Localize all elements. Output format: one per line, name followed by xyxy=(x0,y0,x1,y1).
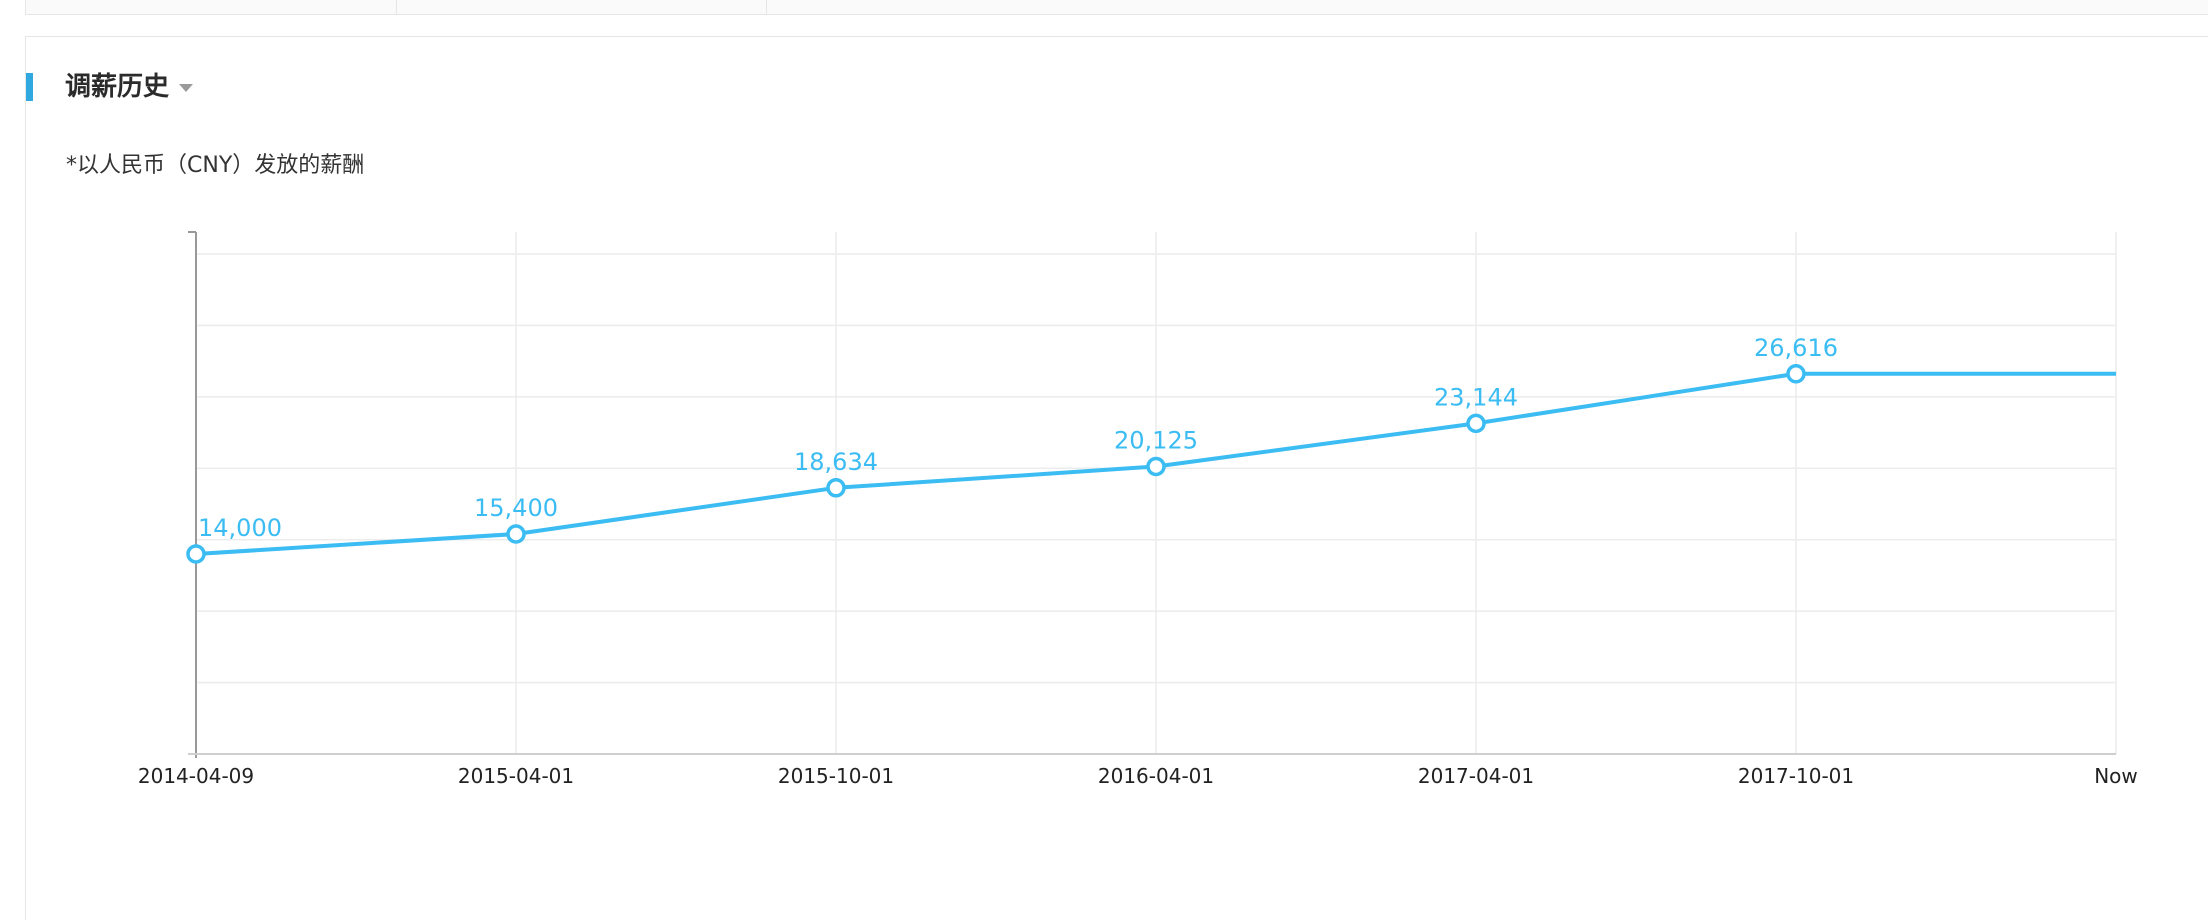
section-title: 调薪历史 xyxy=(65,72,170,102)
section-accent-bar xyxy=(26,73,33,101)
currency-note: *以人民币（CNY）发放的薪酬 xyxy=(66,153,365,178)
x-tick-label: 2016-04-01 xyxy=(1098,764,1214,788)
data-label: 26,616 xyxy=(1754,334,1838,362)
column-divider xyxy=(766,0,767,14)
top-table-strip xyxy=(25,0,2208,15)
data-point-marker xyxy=(1466,413,1486,434)
chart-data-labels: 14,000 15,400 18,634 20,125 23,144 26,616 xyxy=(198,334,1838,542)
data-point-marker xyxy=(1786,364,1806,384)
salary-line-chart: 14,000 15,400 18,634 20,125 23,144 26,616 201… xyxy=(138,231,2138,788)
data-label: 15,400 xyxy=(474,494,558,522)
chart-markers xyxy=(186,364,1806,564)
x-tick-label: 2015-04-01 xyxy=(458,764,574,788)
data-point-marker xyxy=(1146,456,1166,477)
data-label: 23,144 xyxy=(1434,383,1518,411)
section-header[interactable]: 调薪历史 xyxy=(65,67,194,107)
data-label: 20,125 xyxy=(1114,427,1198,455)
data-point-marker xyxy=(186,544,206,564)
data-label: 18,634 xyxy=(794,448,878,476)
data-point-marker xyxy=(826,478,846,498)
x-tick-label: 2014-04-09 xyxy=(138,764,254,788)
chevron-down-icon[interactable] xyxy=(179,84,194,92)
x-tick-label: 2015-10-01 xyxy=(778,764,894,788)
data-point-marker xyxy=(506,524,526,544)
x-tick-label: 2017-04-01 xyxy=(1418,764,1534,788)
chart-x-ticks: 2014-04-09 2015-04-01 2015-10-01 2016-04-01… xyxy=(138,764,2138,788)
x-tick-label: Now xyxy=(2094,764,2138,788)
chart-grid xyxy=(196,232,2117,754)
data-label: 14,000 xyxy=(198,514,282,542)
chart-axes xyxy=(188,231,2116,758)
x-tick-label: 2017-10-01 xyxy=(1738,764,1854,788)
salary-history-card: 调薪历史 *以人民币（CNY）发放的薪酬 14,000 15,400 18,634 2… xyxy=(25,36,2208,920)
column-divider xyxy=(396,0,397,14)
